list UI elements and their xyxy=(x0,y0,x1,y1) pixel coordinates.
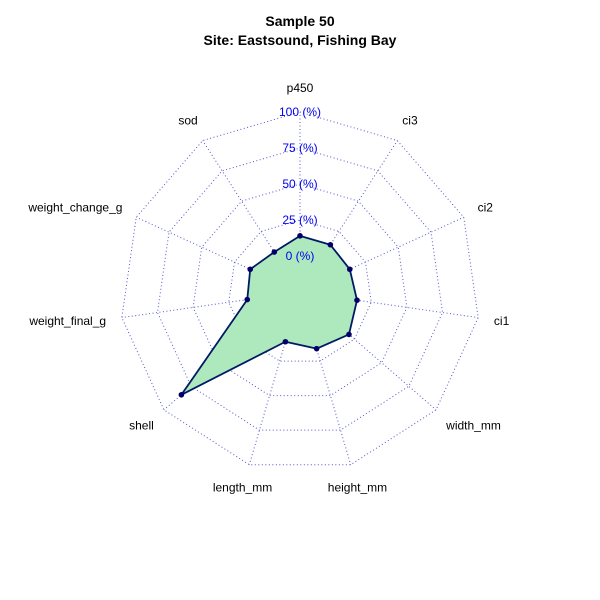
axis-label-ci3: ci3 xyxy=(402,113,418,127)
grid-ring-1 xyxy=(228,219,372,362)
data-point-weight_final_g xyxy=(244,296,251,303)
axis-label-sod: sod xyxy=(178,113,197,127)
data-point-ci2 xyxy=(346,266,353,273)
tick-label-4: 100 (%) xyxy=(279,105,321,119)
data-point-length_mm xyxy=(282,338,289,345)
spoke-height_mm xyxy=(309,326,352,465)
data-point-ci1 xyxy=(354,297,360,303)
axis-label-height_mm: height_mm xyxy=(328,481,387,495)
tick-label-1: 25 (%) xyxy=(282,213,317,227)
spoke-ci3 xyxy=(319,140,398,262)
grid-ring-4 xyxy=(121,111,479,466)
tick-label-2: 50 (%) xyxy=(282,177,317,191)
axis-label-p450: p450 xyxy=(287,81,314,95)
spoke-width_mm xyxy=(326,315,437,411)
series-area xyxy=(180,234,358,396)
radar-axis-labels: p450 ci3 ci2 ci1 width_mm height_mm length_mm s… xyxy=(27,81,509,495)
data-point-width_mm xyxy=(346,331,352,338)
axis-label-weight_final_g: weight_final_g xyxy=(28,314,106,328)
radar-data xyxy=(178,233,360,398)
axis-label-weight_change_g: weight_change_g xyxy=(27,200,122,214)
axis-label-width_mm: width_mm xyxy=(445,419,501,433)
data-point-sod xyxy=(271,249,278,255)
spoke-weight_change_g xyxy=(136,216,268,278)
tick-label-3: 75 (%) xyxy=(282,141,317,155)
axis-label-shell: shell xyxy=(129,419,154,433)
radar-grid xyxy=(121,111,479,466)
spoke-length_mm xyxy=(248,326,291,465)
radar-ticks: 0 (%) 25 (%) 50 (%) 75 (%) 100 (%) xyxy=(279,105,321,263)
spoke-weight_final_g xyxy=(121,296,265,319)
spoke-ci2 xyxy=(332,216,464,278)
axis-label-length_mm: length_mm xyxy=(213,481,272,495)
axis-label-ci1: ci1 xyxy=(494,314,510,328)
axis-label-ci2: ci2 xyxy=(478,200,494,214)
data-point-weight_change_g xyxy=(247,266,254,273)
data-point-ci3 xyxy=(327,241,334,248)
data-point-p450 xyxy=(297,233,303,239)
spoke-ci1 xyxy=(335,296,479,319)
data-point-shell xyxy=(178,391,185,398)
data-point-height_mm xyxy=(313,345,320,352)
chart-subtitle: Site: Eastsound, Fishing Bay xyxy=(204,32,397,48)
tick-label-0: 0 (%) xyxy=(286,249,315,263)
chart-title: Sample 50 xyxy=(265,13,334,29)
spoke-sod xyxy=(202,140,281,262)
